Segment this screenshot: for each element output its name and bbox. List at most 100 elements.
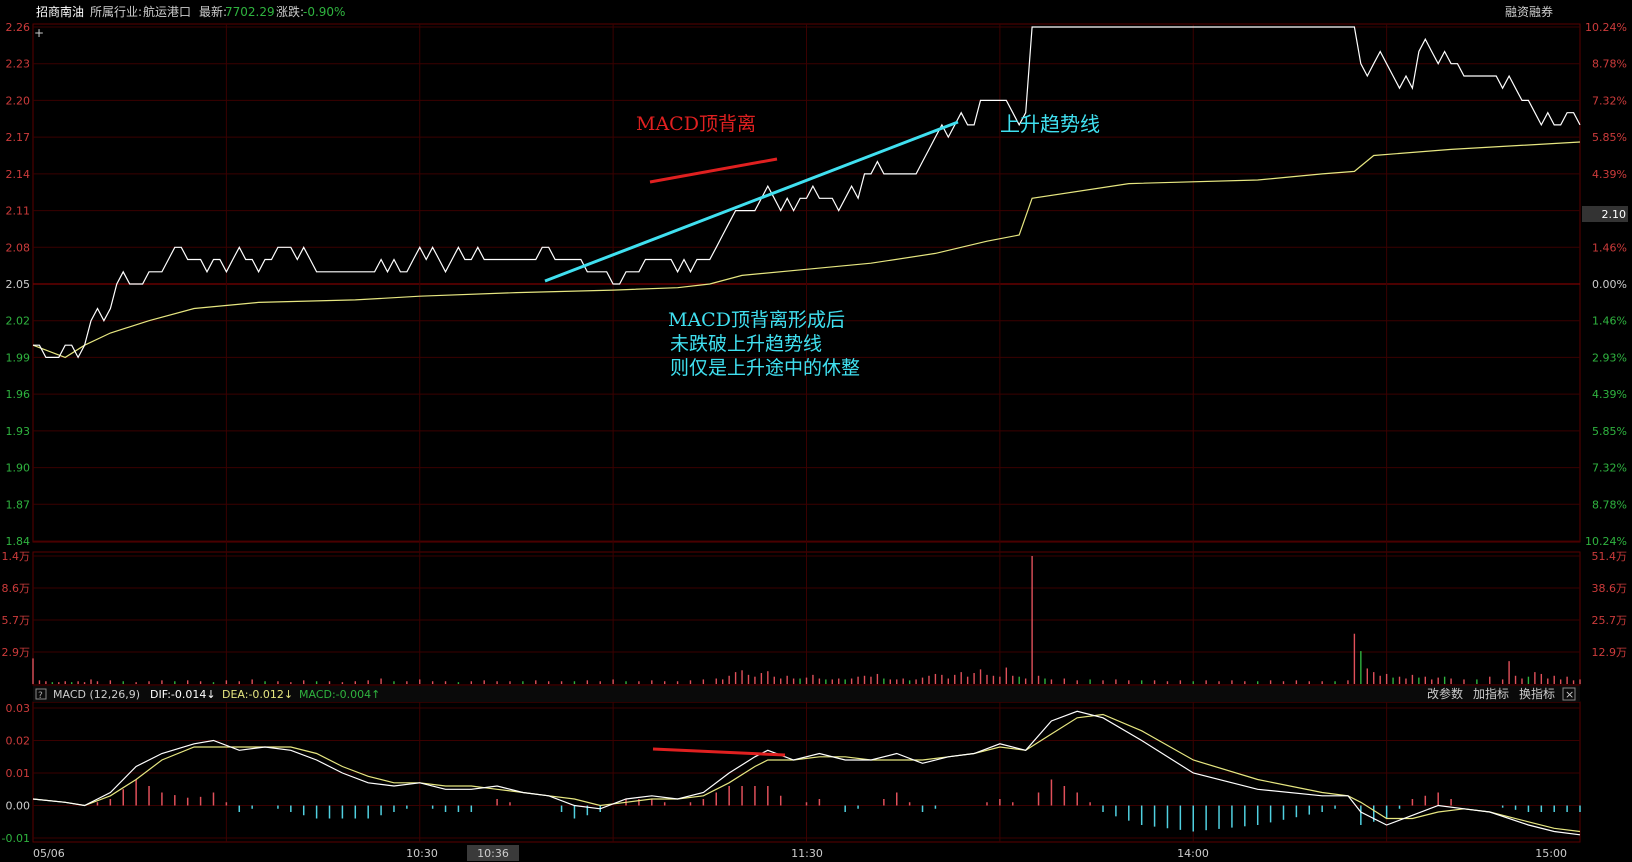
time-axis: 05/06 10:30 10:36 11:30 14:00 15:00 xyxy=(33,845,1567,861)
price-tick-label: 1.96 xyxy=(6,388,31,401)
price-tick-label: 1.99 xyxy=(6,351,31,364)
pct-tick-label: 7.32% xyxy=(1592,94,1627,107)
price-tick-label: 1.90 xyxy=(6,462,31,475)
volume-tick-label-right: 25.7万 xyxy=(1592,614,1628,627)
volume-tick-label: 1.4万 xyxy=(2,550,31,563)
price-tick-label: 2.23 xyxy=(6,58,31,71)
pct-tick-label: 4.39% xyxy=(1592,388,1627,401)
svg-text:+: + xyxy=(34,26,44,40)
time-tick-label: 10:30 xyxy=(406,847,438,860)
price-tick-label: 2.20 xyxy=(6,94,31,107)
stock-header: 招商南油 所属行业: 航运港口 最新: 7702.29 涨跌: -0.90% 融… xyxy=(0,0,1632,24)
volume-tick-label: 8.6万 xyxy=(2,582,31,595)
time-tick-label: 15:00 xyxy=(1535,847,1567,860)
dea-line xyxy=(32,713,1581,833)
industry-value[interactable]: 航运港口 xyxy=(143,5,192,19)
macd-tick-label: 0.02 xyxy=(6,735,31,748)
note-line-2: 未跌破上升趋势线 xyxy=(670,333,822,355)
note-line-3: 则仅是上升途中的休整 xyxy=(670,357,860,379)
divergence-macd-line xyxy=(652,747,786,757)
macd-tick-label: 0.00 xyxy=(6,800,31,813)
pct-tick-label: 1.46% xyxy=(1592,315,1627,328)
time-tick-label: 10:36 xyxy=(477,847,509,860)
margin-trading-button[interactable]: 融资融券 xyxy=(1505,5,1554,19)
price-line xyxy=(33,26,1581,359)
current-price-tag: 2.10 xyxy=(1582,206,1628,222)
price-tick-label: 2.08 xyxy=(6,241,31,254)
macd-tick-label: 0.03 xyxy=(6,702,31,715)
pct-tick-label: 10.24% xyxy=(1585,21,1627,34)
time-tick-label: 14:00 xyxy=(1177,847,1209,860)
price-tick-label: 2.14 xyxy=(6,168,31,181)
current-price-value: 2.10 xyxy=(1602,208,1627,221)
pct-tick-label: 8.78% xyxy=(1592,58,1627,71)
price-tick-label: 1.84 xyxy=(6,535,31,548)
add-indicator-button[interactable]: 加指标 xyxy=(1473,686,1509,701)
close-icon[interactable] xyxy=(1562,687,1576,701)
latest-label: 最新: xyxy=(199,5,228,19)
svg-text:×[interactable]: × xyxy=(1565,688,1574,701)
avg-price-polyline xyxy=(32,141,1581,359)
divergence-price-line xyxy=(649,157,778,184)
price-tick-label: 1.87 xyxy=(6,498,31,511)
price-axis-right: 10.24% 8.78% 7.32% 5.85% 4.39% 2.93% 1.46% 0.00… xyxy=(1585,21,1627,548)
grid xyxy=(33,24,1580,842)
switch-indicator-button[interactable]: 换指标 xyxy=(1519,686,1555,701)
macd-name: MACD (12,26,9) xyxy=(53,688,140,701)
divergence-label: MACD顶背离 xyxy=(636,113,756,135)
volume-tick-label-right: 38.6万 xyxy=(1592,582,1628,595)
volume-tick-label-right: 51.4万 xyxy=(1592,550,1628,563)
volume-axis: 1.4万 51.4万 8.6万 38.6万 5.7万 25.7万 2.9万 12.9万 xyxy=(2,550,1628,659)
macd-histogram xyxy=(96,779,1581,832)
time-cursor-tag xyxy=(467,845,519,861)
dif-polyline xyxy=(32,710,1581,836)
price-tick-label: 2.11 xyxy=(6,205,31,218)
macd-dea-value: DEA:-0.012↓ xyxy=(222,688,293,701)
pct-tick-label: 5.85% xyxy=(1592,131,1627,144)
change-label: 涨跌: xyxy=(276,5,305,19)
macd-axis: 0.03 0.02 0.01 0.00 -0.01 xyxy=(2,702,30,845)
pct-tick-label: 0.00% xyxy=(1592,278,1627,291)
pct-tick-label: 8.78% xyxy=(1592,498,1627,511)
pct-tick-label: 4.39% xyxy=(1592,168,1627,181)
time-tick-label: 05/06 xyxy=(33,847,65,860)
price-polyline xyxy=(33,26,1581,359)
macd-tick-label: -0.01 xyxy=(2,832,30,845)
latest-value: 7702.29 xyxy=(225,5,275,19)
pct-tick-label: 5.85% xyxy=(1592,425,1627,438)
stock-name[interactable]: 招商南油 xyxy=(36,5,85,19)
industry-label: 所属行业: xyxy=(90,5,143,19)
volume-tick-label: 2.9万 xyxy=(2,646,31,659)
uptrend-line xyxy=(544,120,959,283)
price-tick-label: 2.26 xyxy=(6,21,31,34)
pct-tick-label: 10.24% xyxy=(1585,535,1627,548)
volume-tick-label-right: 12.9万 xyxy=(1592,646,1628,659)
macd-header: ? MACD (12,26,9) DIF:-0.014↓ DEA:-0.012↓… xyxy=(33,686,1580,702)
price-tick-label: 2.17 xyxy=(6,131,31,144)
dif-line xyxy=(32,710,1581,836)
macd-dif-value: DIF:-0.014↓ xyxy=(150,688,216,701)
pct-tick-label: 7.32% xyxy=(1592,462,1627,475)
change-params-button[interactable]: 改参数 xyxy=(1427,686,1463,701)
volume-tick-label: 5.7万 xyxy=(2,614,31,627)
annotations: MACD顶背离 上升趋势线 MACD顶背离形成后 未跌破上升趋势线 则仅是上升途… xyxy=(544,112,1100,757)
change-value: -0.90% xyxy=(303,5,346,19)
price-tick-label: 1.93 xyxy=(6,425,31,438)
avg-price-line xyxy=(32,141,1581,359)
svg-text:?: ? xyxy=(38,691,43,701)
macd-tick-label: 0.01 xyxy=(6,767,31,780)
time-tick-label: 11:30 xyxy=(791,847,823,860)
pct-tick-label: 1.46% xyxy=(1592,241,1627,254)
price-tick-label: 2.02 xyxy=(6,315,31,328)
macd-toggle-icon[interactable] xyxy=(35,688,47,700)
trendline-label: 上升趋势线 xyxy=(1000,112,1100,136)
dea-polyline xyxy=(32,713,1581,833)
note-line-1: MACD顶背离形成后 xyxy=(668,309,845,331)
add-icon[interactable]: + xyxy=(34,26,44,40)
price-tick-label: 2.05 xyxy=(6,278,31,291)
price-axis-left: 2.26 2.23 2.20 2.17 2.14 2.11 2.08 2.05 2.02 1.99… xyxy=(6,21,31,548)
volume-bars xyxy=(32,556,1581,684)
macd-macd-value: MACD:-0.004↑ xyxy=(299,688,380,701)
pct-tick-label: 2.93% xyxy=(1592,351,1627,364)
